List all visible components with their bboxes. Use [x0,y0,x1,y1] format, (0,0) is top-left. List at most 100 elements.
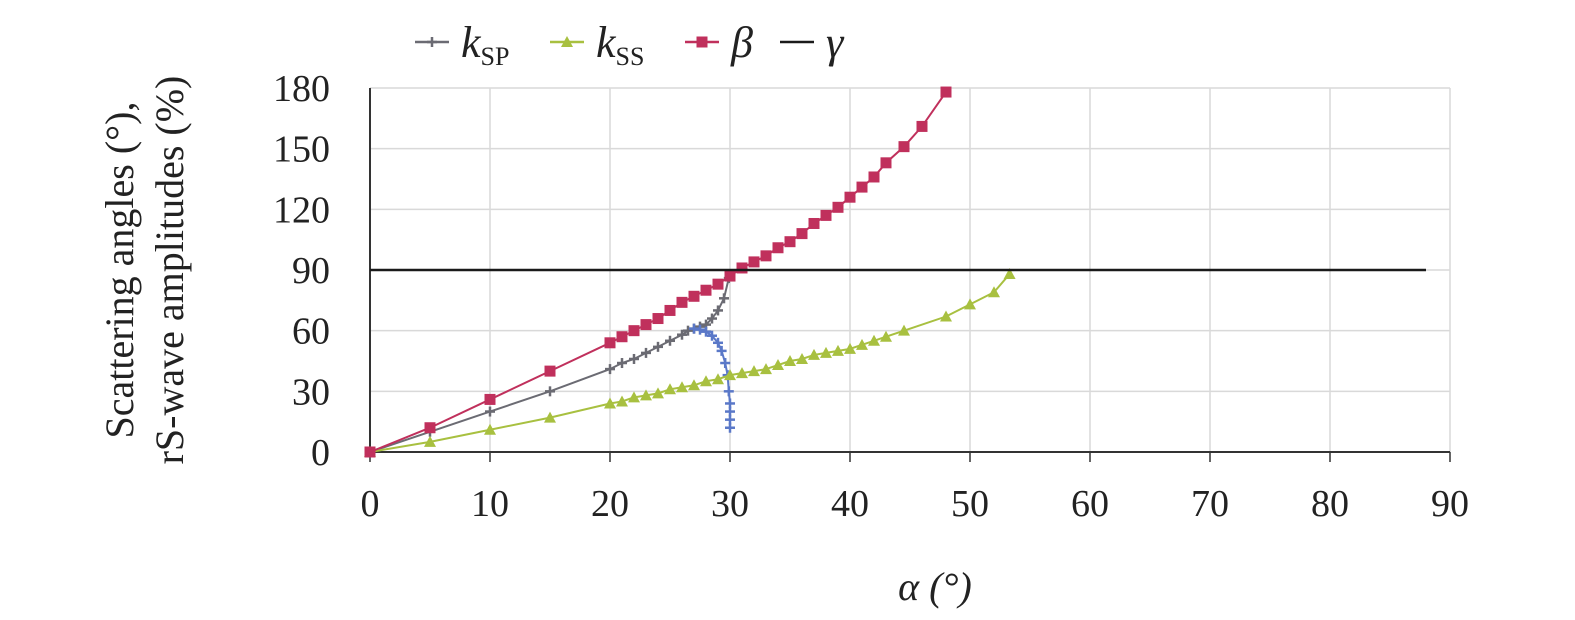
legend-label: β [730,18,753,67]
legend-label-sub: SP [481,42,510,71]
legend-label: kSP [461,18,509,71]
point-2-28 [898,324,910,336]
point-2-17 [760,363,772,375]
point-0-11 [683,325,693,336]
point-3-17 [760,250,772,262]
point-3-14 [724,270,736,282]
point-2-22 [820,346,832,358]
point-2-18 [772,359,784,371]
point-3-25 [856,181,868,193]
point-0-7 [641,347,651,358]
point-3-28 [898,141,910,153]
legend-label-main: k [596,18,617,67]
x-tick-label: 20 [591,483,629,525]
y-tick-label: 120 [273,189,330,231]
point-3-19 [784,236,796,248]
point-2-4 [604,397,616,409]
y-tick-label: 30 [292,371,330,413]
legend-item-3: γ [780,18,845,67]
point-2-27 [880,330,892,342]
legend-item-0: kSP [415,18,509,71]
x-tick-label: 30 [711,483,749,525]
point-3-0 [364,446,376,458]
point-3-22 [820,209,832,221]
point-2-21 [808,348,820,360]
point-1-1 [695,324,705,335]
point-2-29 [940,310,952,322]
point-2-30 [964,298,976,310]
point-3-10 [676,296,688,308]
legend-swatch-marker [561,36,573,47]
point-3-30 [940,86,952,98]
point-0-5 [617,358,627,369]
point-2-1 [424,435,436,447]
point-2-20 [796,352,808,364]
point-2-11 [688,379,700,391]
point-0-3 [545,386,555,397]
point-3-9 [664,304,676,316]
point-0-16 [713,305,723,316]
series-line-1 [693,327,731,428]
point-3-13 [712,278,724,290]
point-3-2 [484,393,496,405]
point-3-29 [916,120,928,132]
legend-label: γ [826,18,845,67]
point-2-2 [484,423,496,435]
point-1-3 [707,330,717,341]
point-1-12 [725,422,735,433]
point-2-10 [676,381,688,393]
x-tick-label: 40 [831,483,869,525]
legend-swatch-marker [696,36,708,48]
series-group [364,86,1426,458]
legend-swatch-marker [427,37,437,47]
series-3 [364,86,952,458]
point-1-5 [716,345,727,356]
point-3-1 [424,422,436,434]
point-3-12 [700,284,712,296]
point-3-4 [604,337,616,349]
legend-label-main: γ [826,18,845,67]
point-2-12 [700,375,712,387]
y-axis-title-line2: rS-wave amplitudes (%) [147,76,192,465]
y-tick-label: 60 [292,311,330,353]
x-tick-label: 0 [361,483,380,525]
x-axis-title: α (°) [898,564,972,609]
legend-label-main: k [461,18,482,67]
point-3-3 [544,365,556,377]
point-2-6 [628,391,640,403]
x-tick-label: 60 [1071,483,1109,525]
legend-item-2: β [685,18,753,67]
point-0-10 [677,329,687,340]
x-tick-label: 90 [1431,483,1469,525]
point-2-14 [724,369,736,381]
point-0-15 [707,313,717,324]
point-3-21 [808,217,820,229]
point-2-32 [1003,268,1016,280]
point-3-23 [832,201,844,213]
point-2-9 [664,383,676,395]
point-2-16 [748,365,760,377]
point-3-5 [616,331,628,343]
point-3-18 [772,242,784,254]
x-tick-label: 10 [471,483,509,525]
point-1-8 [723,386,734,397]
point-3-7 [640,319,652,331]
y-tick-label: 150 [273,129,330,171]
point-3-8 [652,313,664,325]
point-3-6 [628,325,640,337]
series-line-0 [369,277,730,453]
legend-label-main: β [730,18,753,67]
point-2-25 [856,338,868,350]
point-3-15 [736,262,748,274]
y-tick-label: 90 [292,250,330,292]
point-2-24 [844,342,856,354]
point-2-3 [544,411,556,423]
point-2-7 [640,389,652,401]
point-0-9 [665,335,675,346]
legend: kSP kSS β γ [415,18,845,71]
legend-label-sub: SS [616,42,645,71]
point-1-2 [701,326,711,337]
x-tick-label: 50 [951,483,989,525]
x-tick-label: 70 [1191,483,1229,525]
point-3-27 [880,157,892,169]
